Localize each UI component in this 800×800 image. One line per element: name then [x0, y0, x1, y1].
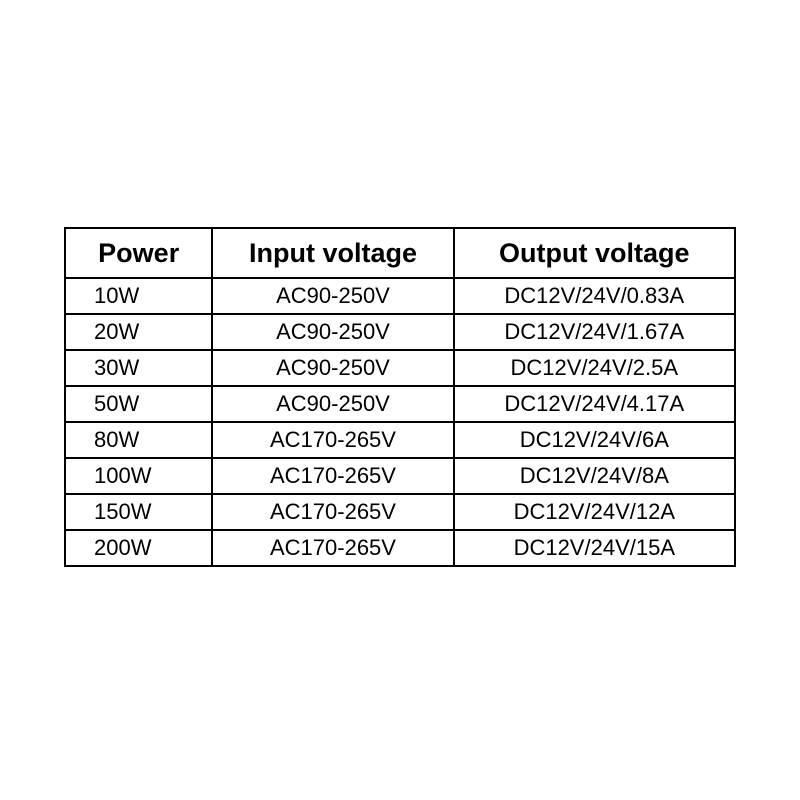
cell-input: AC170-265V	[212, 494, 453, 530]
cell-output: DC12V/24V/15A	[454, 530, 735, 566]
cell-output: DC12V/24V/6A	[454, 422, 735, 458]
spec-table: Power Input voltage Output voltage 10W A…	[64, 227, 736, 567]
table-row: 20W AC90-250V DC12V/24V/1.67A	[65, 314, 735, 350]
cell-output: DC12V/24V/12A	[454, 494, 735, 530]
cell-input: AC170-265V	[212, 458, 453, 494]
cell-output: DC12V/24V/8A	[454, 458, 735, 494]
table-row: 30W AC90-250V DC12V/24V/2.5A	[65, 350, 735, 386]
table-header-row: Power Input voltage Output voltage	[65, 228, 735, 278]
cell-input: AC170-265V	[212, 422, 453, 458]
table-row: 10W AC90-250V DC12V/24V/0.83A	[65, 278, 735, 314]
table-row: 150W AC170-265V DC12V/24V/12A	[65, 494, 735, 530]
table-row: 100W AC170-265V DC12V/24V/8A	[65, 458, 735, 494]
cell-input: AC90-250V	[212, 278, 453, 314]
cell-input: AC90-250V	[212, 350, 453, 386]
col-header-output: Output voltage	[454, 228, 735, 278]
table-row: 200W AC170-265V DC12V/24V/15A	[65, 530, 735, 566]
cell-output: DC12V/24V/1.67A	[454, 314, 735, 350]
cell-input: AC170-265V	[212, 530, 453, 566]
cell-output: DC12V/24V/4.17A	[454, 386, 735, 422]
cell-power: 100W	[65, 458, 212, 494]
cell-power: 10W	[65, 278, 212, 314]
cell-power: 80W	[65, 422, 212, 458]
spec-table-container: Power Input voltage Output voltage 10W A…	[64, 227, 736, 567]
table-row: 80W AC170-265V DC12V/24V/6A	[65, 422, 735, 458]
cell-power: 50W	[65, 386, 212, 422]
cell-power: 200W	[65, 530, 212, 566]
cell-power: 30W	[65, 350, 212, 386]
cell-power: 150W	[65, 494, 212, 530]
table-row: 50W AC90-250V DC12V/24V/4.17A	[65, 386, 735, 422]
cell-input: AC90-250V	[212, 386, 453, 422]
cell-input: AC90-250V	[212, 314, 453, 350]
cell-power: 20W	[65, 314, 212, 350]
cell-output: DC12V/24V/2.5A	[454, 350, 735, 386]
cell-output: DC12V/24V/0.83A	[454, 278, 735, 314]
col-header-input: Input voltage	[212, 228, 453, 278]
col-header-power: Power	[65, 228, 212, 278]
